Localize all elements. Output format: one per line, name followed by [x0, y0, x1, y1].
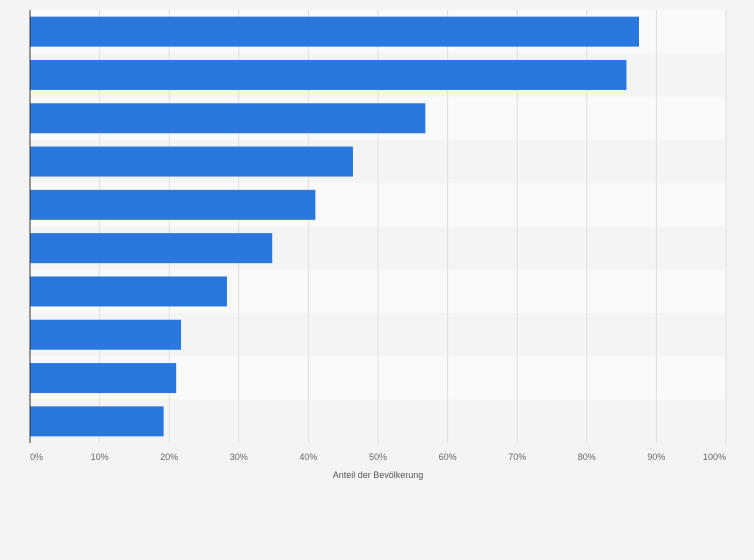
x-tick-label: 60%	[439, 452, 457, 462]
x-tick-label: 70%	[508, 452, 526, 462]
bar[interactable]	[30, 363, 177, 394]
bars	[30, 16, 639, 437]
x-tick-label: 40%	[299, 452, 317, 462]
bar[interactable]	[30, 319, 182, 350]
bar[interactable]	[30, 146, 353, 177]
x-tick-label: 0%	[30, 452, 43, 462]
x-tick-label: 10%	[91, 452, 109, 462]
x-tick-label: 50%	[369, 452, 387, 462]
x-tick-label: 90%	[647, 452, 665, 462]
bar[interactable]	[30, 59, 627, 90]
bar[interactable]	[30, 189, 316, 220]
bar[interactable]	[30, 233, 273, 264]
bar[interactable]	[30, 406, 164, 437]
x-axis-title: Anteil der Bevölkerung	[333, 470, 424, 480]
x-tick-label: 80%	[578, 452, 596, 462]
bar[interactable]	[30, 16, 639, 47]
x-tick-label: 30%	[230, 452, 248, 462]
x-tick-label: 20%	[160, 452, 178, 462]
bar[interactable]	[30, 276, 227, 307]
x-tick-label: 100%	[703, 452, 726, 462]
bar[interactable]	[30, 103, 426, 134]
x-axis-tick-labels: 0% 10% 20% 30% 40% 50% 60% 70% 80% 90% 100%	[30, 452, 726, 462]
